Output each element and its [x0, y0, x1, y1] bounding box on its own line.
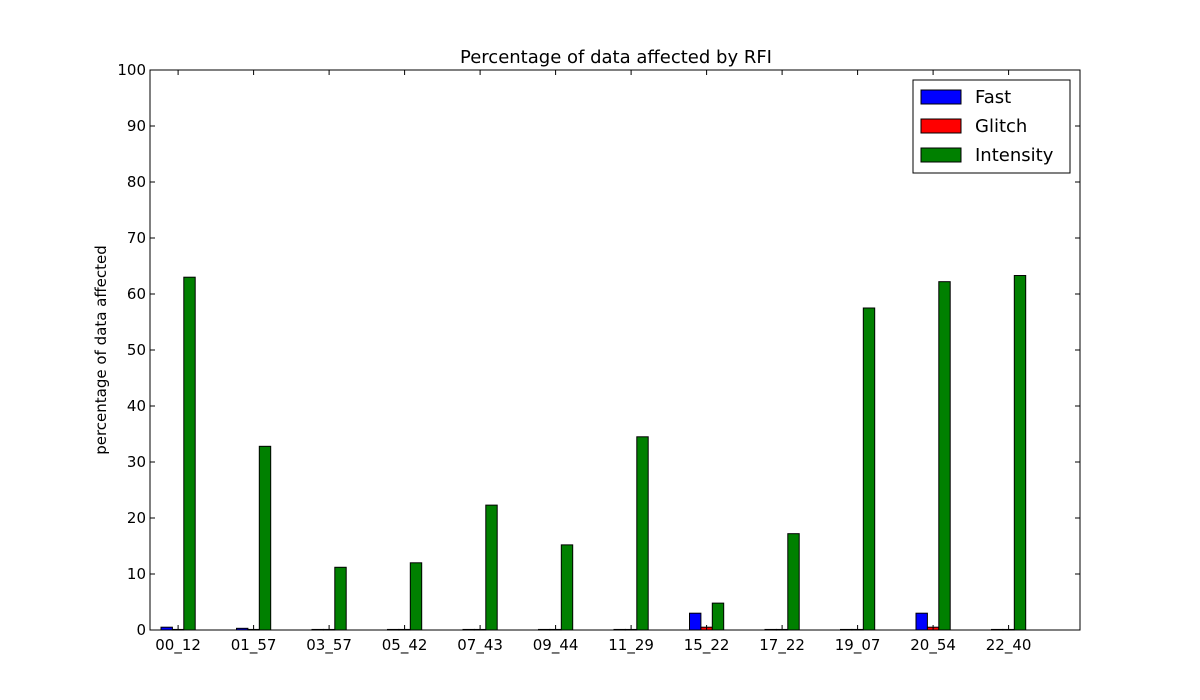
bar-intensity-11_29 — [636, 436, 649, 631]
y-tick-label: 100 — [117, 61, 146, 79]
bar-intensity-07_43 — [485, 504, 498, 631]
x-tick-label: 03_57 — [306, 636, 352, 655]
y-axis-label: percentage of data affected — [92, 245, 110, 455]
chart-title: Percentage of data affected by RFI — [460, 47, 772, 68]
bar-fast-20_54 — [915, 612, 928, 631]
x-tick-label: 00_12 — [155, 636, 201, 655]
bar-intensity-03_57 — [334, 566, 347, 631]
x-tick-label: 15_22 — [684, 636, 730, 655]
x-tick-label: 19_07 — [835, 636, 881, 655]
y-tick-label: 10 — [127, 565, 146, 583]
x-tick-label: 09_44 — [533, 636, 579, 655]
x-tick-label: 20_54 — [910, 636, 956, 655]
legend-label-glitch: Glitch — [975, 116, 1027, 137]
bar-intensity-15_22 — [711, 602, 725, 631]
bar-intensity-17_22 — [787, 533, 800, 631]
bar-intensity-09_44 — [560, 544, 574, 631]
bar-intensity-00_12 — [183, 276, 196, 631]
x-tick-label: 05_42 — [382, 636, 428, 655]
y-tick-label: 90 — [127, 117, 146, 135]
x-tick-label: 22_40 — [986, 636, 1032, 655]
x-tick-label: 11_29 — [608, 636, 654, 655]
x-tick-label: 01_57 — [231, 636, 277, 655]
y-tick-label: 0 — [136, 621, 146, 639]
y-tick-label: 50 — [127, 341, 146, 359]
y-tick-label: 60 — [127, 285, 146, 303]
legend: Fast Glitch Intensity — [912, 79, 1071, 174]
y-tick-label: 20 — [127, 509, 146, 527]
axes-frame — [149, 69, 1081, 631]
x-tick-label: 17_22 — [759, 636, 805, 655]
bar-intensity-05_42 — [409, 562, 423, 631]
legend-label-intensity: Intensity — [975, 145, 1054, 166]
y-tick-label: 30 — [127, 453, 146, 471]
bar-intensity-20_54 — [938, 281, 951, 631]
plot-area: 00_12 01_57 03_57 05_42 07_43 09_44 11_29 15_22… — [117, 61, 1081, 655]
bar-fast-15_22 — [689, 612, 702, 631]
x-tick-label: 07_43 — [457, 636, 503, 655]
legend-swatch-glitch — [920, 118, 962, 134]
legend-label-fast: Fast — [975, 87, 1011, 108]
y-tick-label: 70 — [127, 229, 146, 247]
legend-swatch-intensity — [920, 147, 962, 163]
legend-swatch-fast — [920, 89, 962, 105]
bar-intensity-01_57 — [258, 445, 272, 631]
bar-intensity-19_07 — [862, 307, 876, 631]
y-tick-label: 80 — [127, 173, 146, 191]
y-tick-label: 40 — [127, 397, 146, 415]
bar-intensity-22_40 — [1013, 275, 1027, 631]
